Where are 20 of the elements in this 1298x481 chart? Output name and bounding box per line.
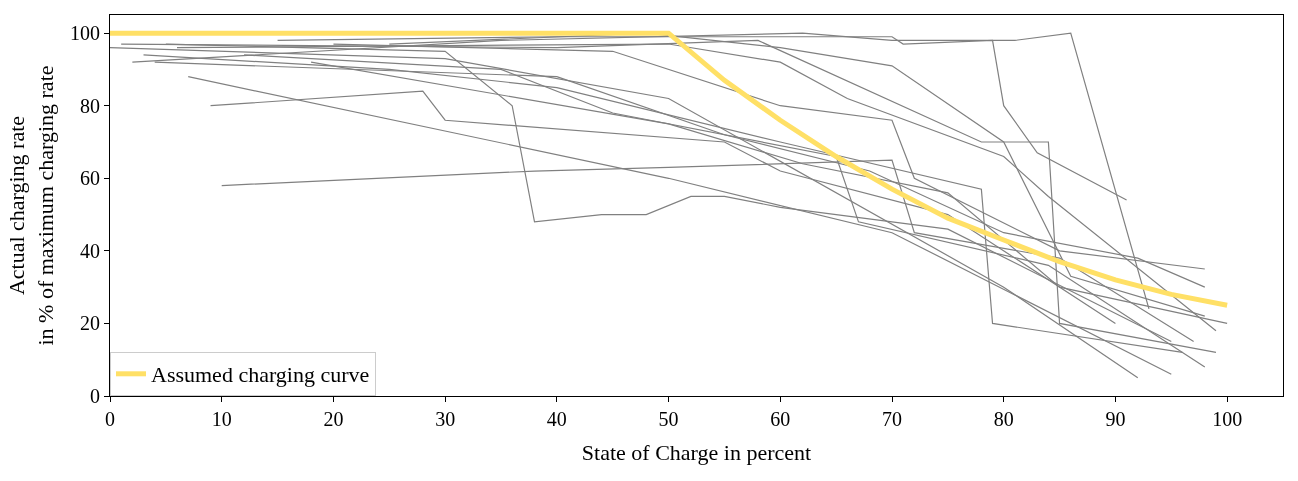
x-tick-label: 60	[770, 408, 791, 430]
y-tick-label: 0	[90, 385, 100, 407]
legend-label: Assumed charging curve	[151, 362, 370, 388]
x-tick-label: 50	[658, 408, 679, 430]
x-tick-label: 70	[882, 408, 902, 430]
x-tick-label: 40	[546, 408, 567, 430]
y-tick-label: 80	[80, 94, 100, 117]
x-axis-title: State of Charge in percent	[581, 439, 812, 465]
x-tick-label: 100	[1212, 408, 1243, 430]
y-axis-title: Actual charging rate in % of maximum charging rate	[4, 65, 58, 346]
y-tick-label: 20	[80, 312, 100, 335]
x-tick-label: 10	[211, 408, 232, 430]
x-tick-label: 30	[435, 408, 456, 430]
y-tick-label: 60	[80, 167, 100, 190]
y-tick-label: 40	[80, 239, 100, 262]
x-tick-label: 0	[105, 408, 115, 430]
x-tick-label: 90	[1105, 408, 1126, 430]
y-tick-label: 100	[70, 22, 100, 45]
x-tick-label: 20	[323, 408, 344, 430]
x-tick-label: 80	[993, 408, 1014, 430]
